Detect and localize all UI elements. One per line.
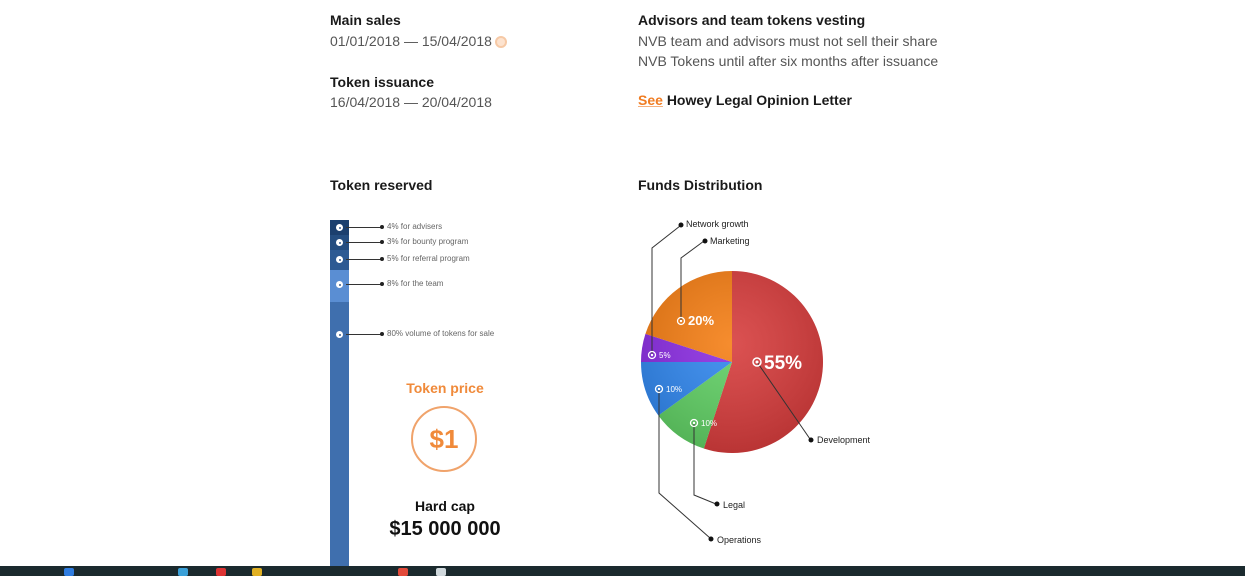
pie-name-network: Network growth [686,219,749,229]
leader-line [346,284,382,285]
pie-name-development: Development [817,435,871,445]
pie-leader-lines [651,225,811,539]
leader-dot [380,240,384,244]
app-icon[interactable] [216,568,226,576]
leader-legal [693,424,717,505]
vesting-line-2: NVB Tokens until after six months after … [638,53,939,69]
reserved-label-sale: 80% volume of tokens for sale [387,329,495,338]
app-icon[interactable] [436,568,446,576]
token-issuance-dates: 16/04/2018 — 20/04/2018 [330,94,492,110]
pie-label-development: 55% [764,353,802,374]
leader-network [651,225,681,355]
pie-label-marketing: 20% [688,313,714,328]
pie-name-marketing: Marketing [710,236,750,246]
hard-cap-label: Hard cap [415,498,475,514]
browser-icon[interactable] [64,568,74,576]
leader-marketing [680,240,705,322]
leader-line [346,227,382,228]
marker-dot-icon [336,281,343,288]
pie-label-operations: 10% [666,385,682,394]
leader-line [346,334,382,335]
howey-link-text[interactable]: Howey Legal Opinion Letter [666,92,852,108]
bar-segment-sale [330,302,349,566]
app-icon[interactable] [178,568,188,576]
leader-line [346,259,382,260]
token-price-title: Token price [406,380,484,396]
pie-label-legal: 10% [701,419,717,428]
pie-label-network: 5% [659,351,671,360]
leader-operations [658,390,711,539]
reserved-label-bounty: 3% for bounty program [387,237,469,246]
reserved-label-team: 8% for the team [387,279,444,288]
main-sales-title: Main sales [330,12,401,28]
hard-cap-value: $15 000 000 [389,518,501,540]
howey-link[interactable]: See Howey Legal Opinion Letter [638,92,852,108]
leader-development [756,361,811,440]
pie-name-legal: Legal [723,500,745,510]
folder-icon[interactable] [252,568,262,576]
marker-dot-icon [336,224,343,231]
funds-distribution-title: Funds Distribution [638,177,763,193]
funds-pie-chart: 55% 10% 10% 5% 20% Development Legal Ope… [641,219,871,545]
main-sales-dates: 01/01/2018 — 15/04/2018 [330,33,507,49]
leader-dot [380,257,384,261]
pie-leader-dots [678,222,814,542]
reserved-label-advisers: 4% for advisers [387,222,443,231]
leader-dot [380,225,384,229]
main-sales-dates-text: 01/01/2018 — 15/04/2018 [330,33,492,49]
pie-name-operations: Operations [717,535,762,545]
reserved-label-referral: 5% for referral program [387,254,470,263]
info-dot-icon [494,36,507,49]
app-icon[interactable] [398,568,408,576]
pie-shade [641,271,823,453]
token-issuance-title: Token issuance [330,74,435,90]
marker-dot-icon [336,331,343,338]
pie-markers [647,316,762,428]
leader-dot [380,282,384,286]
token-reserved-title: Token reserved [330,177,433,193]
marker-dot-icon [336,256,343,263]
leader-dot [380,332,384,336]
taskbar [0,566,1245,576]
vesting-line-1: NVB team and advisors must not sell thei… [638,33,940,49]
see-link[interactable]: See [638,92,663,108]
vesting-title: Advisors and team tokens vesting [638,12,866,28]
token-price-circle: $1 [411,406,477,472]
leader-line [346,242,382,243]
marker-dot-icon [336,239,343,246]
